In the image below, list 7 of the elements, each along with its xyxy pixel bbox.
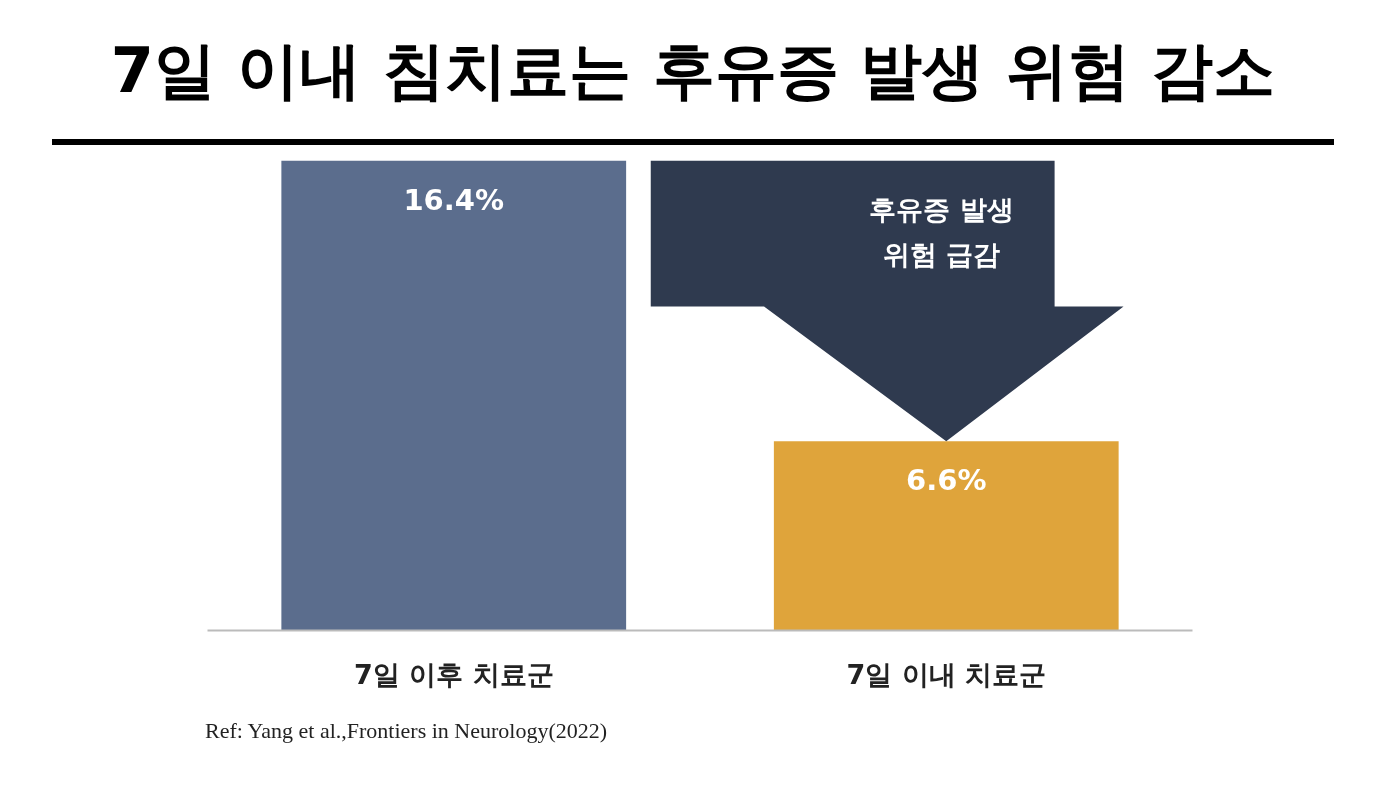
data-label: 16.4% xyxy=(403,182,505,217)
text: Ref: Yang et al.,Frontiers in Neurology(2022) xyxy=(205,717,608,745)
chart-title: 7일 이내 침치료는 후유증 발생 위험 감소 xyxy=(110,33,1276,109)
data-label: 6.6% xyxy=(906,463,987,498)
annotation: 후유증 발생 위험 급감 xyxy=(869,194,1014,271)
x-tick-label: 7일 이후 치료군 xyxy=(353,658,554,690)
x-tick-label: 7일 이내 치료군 xyxy=(846,658,1047,690)
